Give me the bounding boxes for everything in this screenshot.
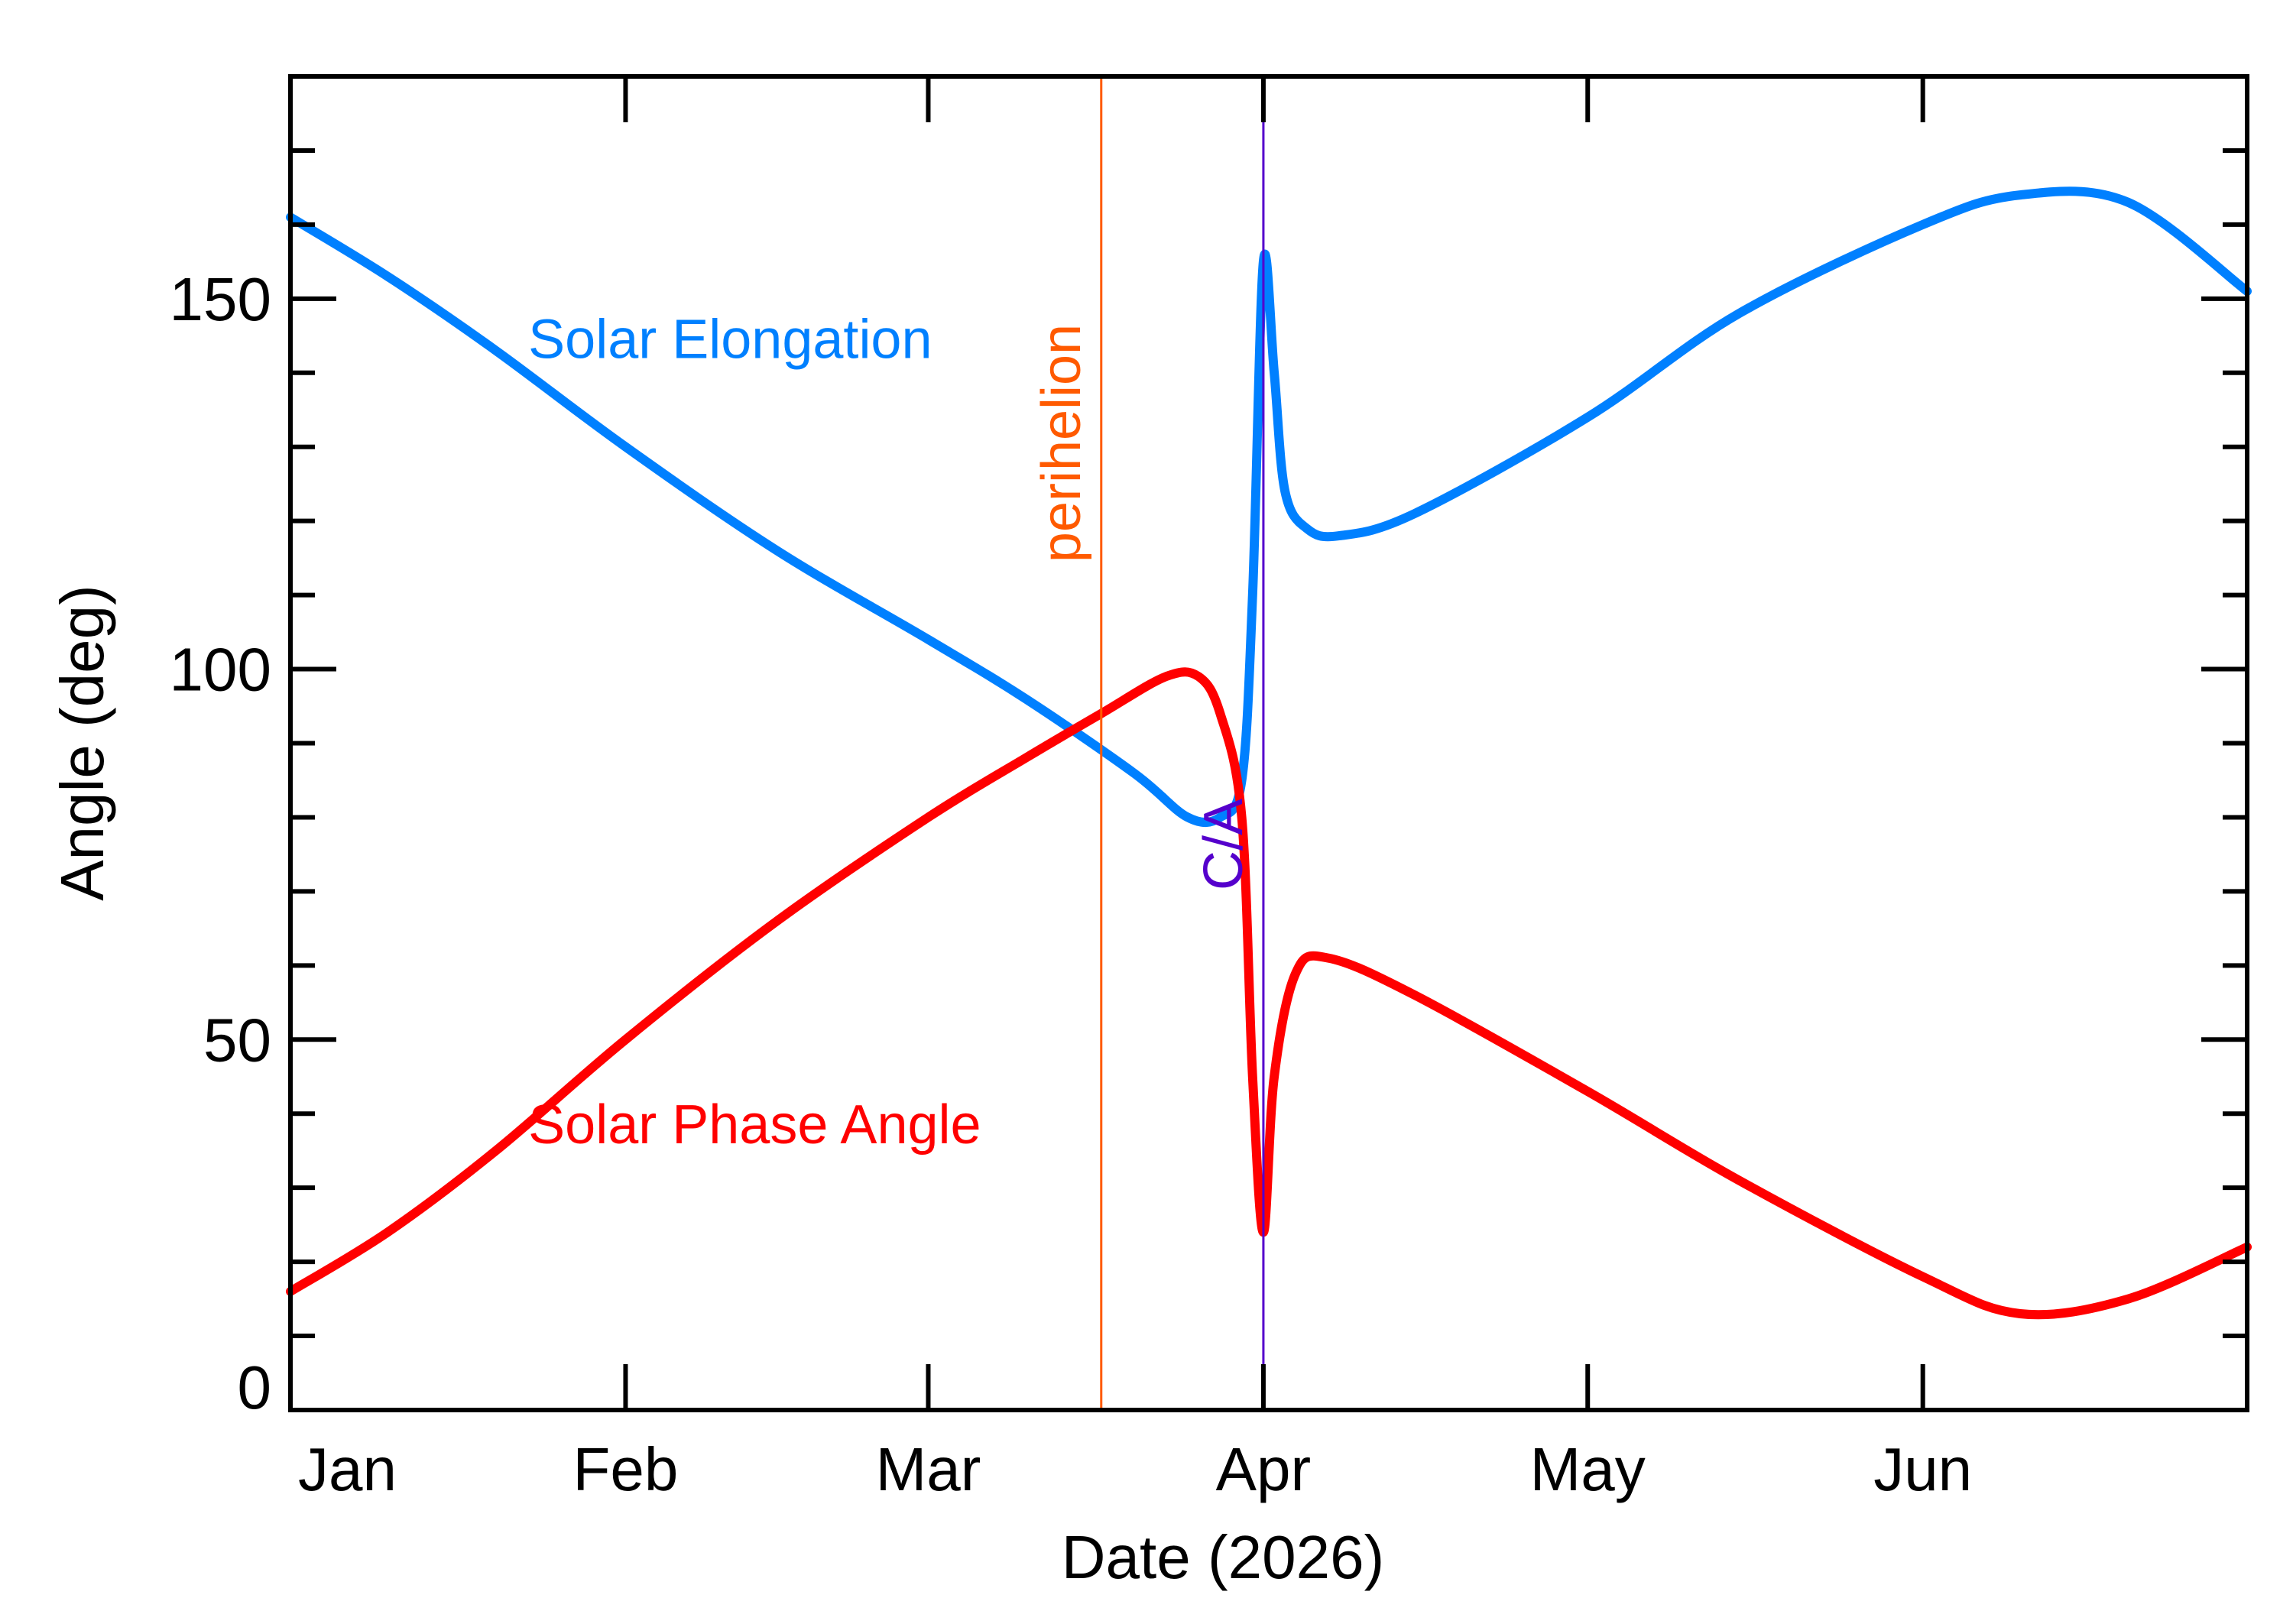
- marker-label-perihelion: perihelion: [1031, 324, 1092, 562]
- x-tick-label: Jan: [298, 1435, 397, 1503]
- y-axis-label: Angle (deg): [48, 585, 116, 901]
- x-tick-label: Apr: [1216, 1435, 1312, 1503]
- x-tick-label: May: [1530, 1435, 1646, 1503]
- x-tick-label: Mar: [876, 1435, 981, 1503]
- y-tick-label: 150: [170, 265, 271, 333]
- y-tick-label: 50: [203, 1006, 271, 1074]
- marker-label-c-a: C/A: [1193, 799, 1254, 890]
- y-tick-label: 0: [238, 1353, 272, 1421]
- series-label-solar-elongation: Solar Elongation: [528, 309, 932, 370]
- x-tick-label: Jun: [1873, 1435, 1972, 1503]
- label-layer: Date (2026) Angle (deg) Solar Elongation…: [48, 309, 1384, 1591]
- series-line-solar-phase-angle: [286, 667, 2252, 1320]
- tick-layer: Jan Feb Mar Apr May Jun 0 50 100 150: [170, 76, 2247, 1503]
- x-tick-label: Feb: [573, 1435, 679, 1503]
- marker-layer: perihelion C/A: [1031, 76, 1265, 1410]
- series-label-solar-phase-angle: Solar Phase Angle: [528, 1094, 981, 1156]
- series-line-solar-elongation: [286, 186, 2252, 828]
- x-axis-label: Date (2026): [1062, 1523, 1384, 1591]
- y-tick-label: 100: [170, 636, 271, 704]
- series-layer: [286, 186, 2252, 1320]
